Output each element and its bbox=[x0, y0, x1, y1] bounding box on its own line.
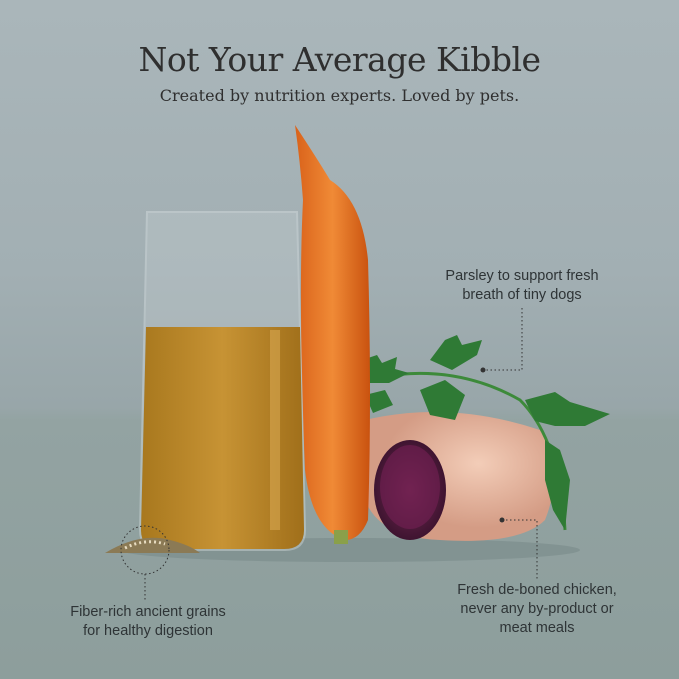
chicken-callout-line3: meat meals bbox=[499, 620, 575, 636]
chicken-callout: Fresh de-boned chicken, never any by-pro… bbox=[427, 581, 647, 638]
chicken-callout-line1: Fresh de-boned chicken, bbox=[457, 582, 617, 598]
ancient-grains bbox=[105, 537, 200, 553]
glass-of-broth bbox=[138, 211, 307, 551]
grains-callout: Fiber-rich ancient grains for healthy di… bbox=[38, 603, 258, 641]
parsley-callout: Parsley to support fresh breath of tiny … bbox=[412, 267, 632, 305]
purple-beet bbox=[374, 440, 446, 540]
chicken-marker-dot bbox=[499, 517, 505, 523]
chicken-callout-line2: never any by-product or bbox=[460, 601, 614, 617]
parsley-callout-line1: Parsley to support fresh bbox=[445, 268, 599, 284]
parsley-sprig bbox=[362, 335, 610, 531]
callout-lines bbox=[120, 308, 538, 600]
parsley-marker-dot bbox=[480, 367, 486, 373]
grains-callout-line1: Fiber-rich ancient grains bbox=[70, 604, 226, 620]
page-subtitle: Created by nutrition experts. Loved by p… bbox=[159, 86, 520, 105]
parsley-callout-line2: breath of tiny dogs bbox=[462, 287, 582, 303]
carrot bbox=[295, 125, 370, 544]
page-title: Not Your Average Kibble bbox=[138, 40, 541, 79]
grains-callout-line2: for healthy digestion bbox=[83, 623, 213, 639]
